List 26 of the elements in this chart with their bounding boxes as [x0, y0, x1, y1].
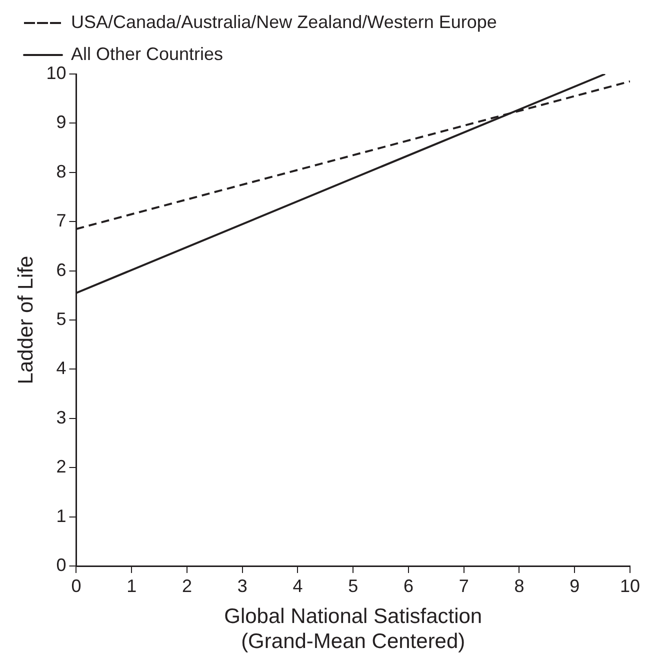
- y-tick-label: 4: [56, 358, 66, 378]
- x-tick-label: 10: [620, 576, 640, 596]
- y-tick-label: 7: [56, 210, 66, 231]
- x-tick-label: 9: [570, 576, 580, 596]
- y-tick-label: 1: [56, 506, 66, 526]
- x-tick-label: 5: [348, 576, 358, 596]
- y-tick-label: 10: [46, 62, 66, 83]
- y-axis-title: Ladder of Life: [14, 256, 38, 384]
- y-tick-label: 8: [56, 161, 66, 182]
- y-tick-label: 0: [56, 554, 66, 575]
- x-tick-label: 8: [514, 576, 524, 596]
- x-tick-label: 2: [182, 576, 192, 596]
- y-tick-label: 6: [56, 260, 66, 280]
- y-tick-label: 3: [56, 407, 66, 428]
- x-tick-label: 6: [403, 576, 414, 596]
- legend-label: USA/Canada/Australia/New Zealand/Western Europe: [71, 12, 497, 32]
- x-tick-label: 3: [237, 576, 248, 596]
- x-axis-title: Global National Satisfaction (Grand-Mean Centered): [224, 604, 482, 654]
- y-tick-label: 2: [56, 456, 66, 477]
- y-tick-label: 5: [56, 308, 66, 329]
- x-tick-label: 7: [458, 576, 469, 596]
- x-tick-label: 4: [292, 576, 303, 596]
- x-tick-label: 1: [126, 576, 137, 596]
- y-tick-label: 9: [56, 112, 66, 132]
- legend-label: All Other Countries: [71, 44, 224, 64]
- x-tick-label: 0: [71, 576, 82, 596]
